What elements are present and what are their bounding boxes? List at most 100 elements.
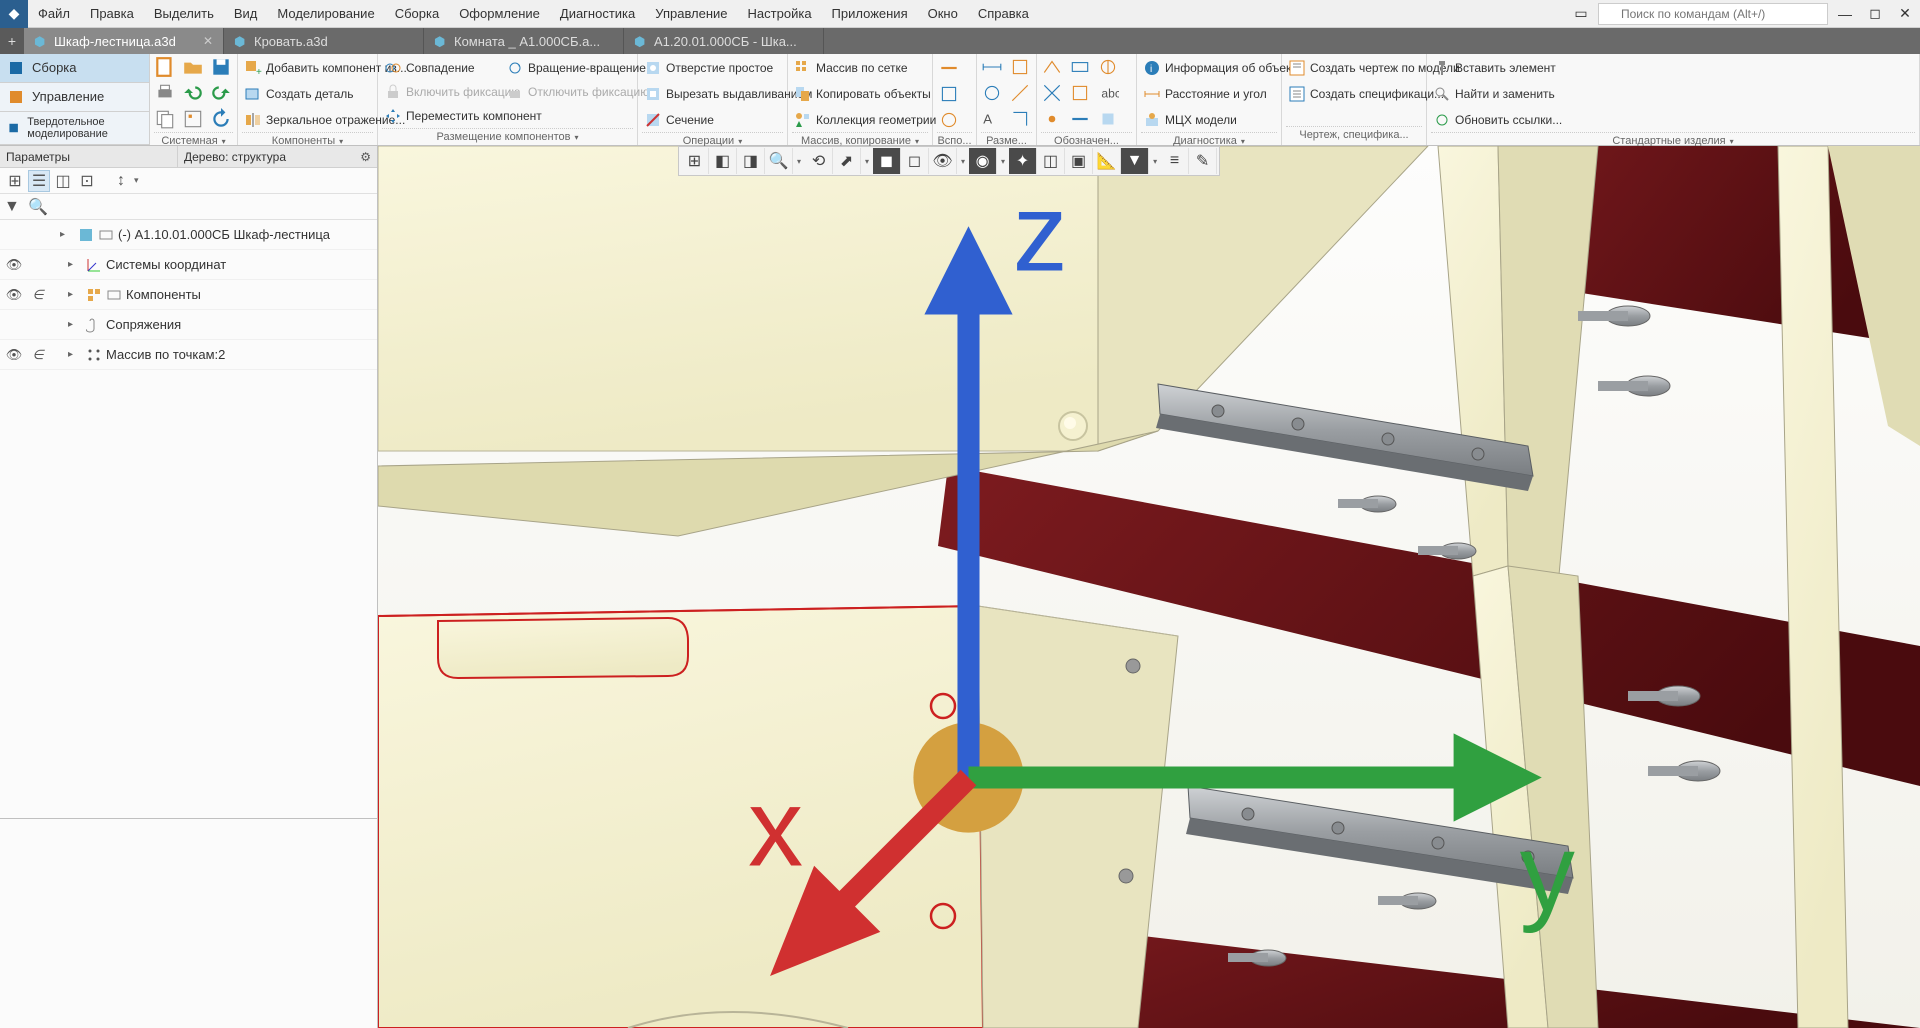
dim-icon-2[interactable] bbox=[1009, 56, 1031, 78]
tree-view-1[interactable]: ⊞ bbox=[4, 170, 26, 192]
vt-picker[interactable]: ✎ bbox=[1189, 148, 1217, 174]
menu-apps[interactable]: Приложения bbox=[822, 0, 918, 28]
btn-rotation[interactable]: Вращение-вращение bbox=[504, 56, 634, 80]
btn-disable-fix[interactable]: Отключить фиксацию bbox=[504, 80, 634, 104]
btn-copy-obj[interactable]: Копировать объекты bbox=[792, 82, 933, 106]
btn-grid-array[interactable]: Массив по сетке bbox=[792, 56, 910, 80]
tab-1[interactable]: ⬢ Кровать.a3d bbox=[224, 28, 424, 54]
dim-icon-4[interactable] bbox=[1009, 82, 1031, 104]
search-icon[interactable]: 🔍 bbox=[28, 197, 48, 217]
vt-orient[interactable]: ⬈ bbox=[833, 148, 861, 174]
btn-move-comp[interactable]: Переместить компонент bbox=[382, 104, 502, 128]
dim-icon-1[interactable] bbox=[981, 56, 1003, 78]
visibility-icon[interactable]: 👁 bbox=[4, 347, 24, 363]
tab-close-icon[interactable]: ✕ bbox=[203, 34, 213, 48]
layout-button[interactable]: ▭ bbox=[1566, 2, 1596, 26]
visibility-icon[interactable]: 👁 bbox=[4, 287, 24, 303]
menu-modeling[interactable]: Моделирование bbox=[267, 0, 384, 28]
vt-section[interactable]: ◫ bbox=[1037, 148, 1065, 174]
btn-dist-angle[interactable]: Расстояние и угол bbox=[1141, 82, 1269, 106]
aux-icon-2[interactable] bbox=[938, 83, 960, 105]
tree-view-4[interactable]: ⊡ bbox=[76, 170, 98, 192]
menu-window[interactable]: Окно bbox=[918, 0, 968, 28]
menu-edit[interactable]: Правка bbox=[80, 0, 144, 28]
tree-node-array[interactable]: 👁 ∈ ▸ Массив по точкам:2 bbox=[0, 340, 377, 370]
new-tab-button[interactable]: + bbox=[0, 28, 24, 54]
expand-icon[interactable]: ▸ bbox=[68, 289, 82, 300]
btn-create-part[interactable]: Создать деталь bbox=[242, 82, 356, 106]
vt-sel[interactable]: ✦ bbox=[1009, 148, 1037, 174]
include-icon[interactable]: ∈ bbox=[28, 287, 48, 303]
btn-mcx[interactable]: МЦХ модели bbox=[1141, 108, 1239, 132]
mode-manage[interactable]: Управление bbox=[0, 83, 149, 112]
copy-icon[interactable] bbox=[154, 108, 176, 130]
ann-icon-8[interactable] bbox=[1069, 108, 1091, 130]
redo-icon[interactable] bbox=[210, 82, 232, 104]
btn-insert-elem[interactable]: Вставить элемент bbox=[1431, 56, 1558, 80]
minimize-button[interactable]: — bbox=[1830, 2, 1860, 26]
vt-render[interactable]: ◼ bbox=[873, 148, 901, 174]
menu-select[interactable]: Выделить bbox=[144, 0, 224, 28]
vt-plane1[interactable]: ◧ bbox=[709, 148, 737, 174]
btn-geom-coll[interactable]: Коллекция геометрии bbox=[792, 108, 938, 132]
menu-assembly[interactable]: Сборка bbox=[385, 0, 450, 28]
ann-icon-5[interactable] bbox=[1069, 82, 1091, 104]
tree-node-components[interactable]: 👁 ∈ ▸ Компоненты bbox=[0, 280, 377, 310]
btn-enable-fix[interactable]: Включить фиксацию bbox=[382, 80, 502, 104]
ann-icon-4[interactable] bbox=[1041, 82, 1063, 104]
tree-node-coords[interactable]: 👁 ▸ Системы координат bbox=[0, 250, 377, 280]
tab-2[interactable]: ⬢ Комната _ А1.000СБ.a... bbox=[424, 28, 624, 54]
vt-filter[interactable]: ▼ bbox=[1121, 148, 1149, 174]
vt-layers[interactable]: ≡ bbox=[1161, 148, 1189, 174]
ann-icon-9[interactable] bbox=[1097, 108, 1119, 130]
print-icon[interactable] bbox=[154, 82, 176, 104]
aux-icon-1[interactable] bbox=[938, 57, 960, 79]
command-search-input[interactable] bbox=[1598, 3, 1828, 25]
btn-info-obj[interactable]: iИнформация об объекте bbox=[1141, 56, 1305, 80]
tree-root[interactable]: ▸ (-) А1.10.01.000СБ Шкаф-лестница bbox=[0, 220, 377, 250]
ann-icon-6[interactable]: abc bbox=[1097, 82, 1119, 104]
open-icon[interactable] bbox=[182, 56, 204, 78]
tree-mode-1[interactable]: ↕ bbox=[110, 170, 132, 192]
undo-icon[interactable] bbox=[182, 82, 204, 104]
dim-icon-5[interactable]: A bbox=[981, 108, 1003, 130]
btn-hole[interactable]: Отверстие простое bbox=[642, 56, 775, 80]
viewport-3d[interactable]: ⊞ ◧ ◨ 🔍▾ ⟲ ⬈▾ ◼ ◻ 👁▾ ◉▾ ✦ ◫ ▣ 📐 ▼▾ ≡ ✎ bbox=[378, 146, 1920, 1028]
tree-view-3[interactable]: ◫ bbox=[52, 170, 74, 192]
btn-coincide[interactable]: Совпадение bbox=[382, 56, 502, 80]
expand-icon[interactable]: ▸ bbox=[68, 259, 82, 270]
menu-help[interactable]: Справка bbox=[968, 0, 1039, 28]
ann-icon-2[interactable] bbox=[1069, 56, 1091, 78]
include-icon[interactable]: ∈ bbox=[28, 347, 48, 363]
props-icon[interactable] bbox=[182, 108, 204, 130]
tree-view-2[interactable]: ☰ bbox=[28, 170, 50, 192]
tab-active[interactable]: ⬢ Шкаф-лестница.a3d ✕ bbox=[24, 28, 224, 54]
menu-settings[interactable]: Настройка bbox=[738, 0, 822, 28]
menu-view[interactable]: Вид bbox=[224, 0, 268, 28]
vt-zoom[interactable]: 🔍 bbox=[765, 148, 793, 174]
vt-clip[interactable]: ▣ bbox=[1065, 148, 1093, 174]
save-icon[interactable] bbox=[210, 56, 232, 78]
menu-diagnostics[interactable]: Диагностика bbox=[550, 0, 645, 28]
vt-hide[interactable]: 👁 bbox=[929, 148, 957, 174]
axis-gizmo[interactable]: z y x bbox=[418, 146, 1920, 998]
btn-find-repl[interactable]: Найти и заменить bbox=[1431, 82, 1557, 106]
vt-grid[interactable]: ⊞ bbox=[681, 148, 709, 174]
vt-rotate[interactable]: ⟲ bbox=[805, 148, 833, 174]
tree-node-mates[interactable]: ▸ Сопряжения bbox=[0, 310, 377, 340]
vt-measure[interactable]: 📐 bbox=[1093, 148, 1121, 174]
new-icon[interactable] bbox=[154, 56, 176, 78]
dim-icon-3[interactable] bbox=[981, 82, 1003, 104]
tab-3[interactable]: ⬢ А1.20.01.000СБ - Шка... bbox=[624, 28, 824, 54]
funnel-icon[interactable]: ▼ bbox=[4, 198, 24, 216]
mode-assembly[interactable]: Сборка bbox=[0, 54, 149, 83]
ann-icon-3[interactable] bbox=[1097, 56, 1119, 78]
mode-solid[interactable]: Твердотельное моделирование bbox=[0, 112, 149, 145]
refresh-icon[interactable] bbox=[210, 108, 232, 130]
expand-icon[interactable]: ▸ bbox=[68, 319, 82, 330]
expand-icon[interactable]: ▸ bbox=[60, 229, 74, 240]
ann-icon-1[interactable] bbox=[1041, 56, 1063, 78]
vt-snap[interactable]: ◉ bbox=[969, 148, 997, 174]
menu-file[interactable]: Файл bbox=[28, 0, 80, 28]
close-button[interactable]: ✕ bbox=[1890, 2, 1920, 26]
